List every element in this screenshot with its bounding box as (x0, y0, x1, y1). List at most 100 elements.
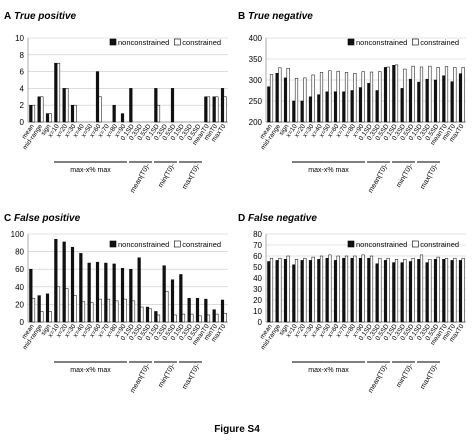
bar-constrained (40, 96, 44, 123)
bar-nonconstrained (375, 263, 379, 323)
bar-nonconstrained (417, 81, 421, 123)
y-tick-label: 30 (253, 285, 262, 294)
group-label: max(T0)- (419, 162, 440, 191)
bar-constrained (336, 70, 340, 123)
bar-constrained (336, 255, 340, 323)
bar-nonconstrained (179, 274, 183, 323)
bar-nonconstrained (145, 306, 150, 323)
bar-constrained (436, 67, 440, 123)
bar-nonconstrained (204, 298, 208, 323)
bar-nonconstrained (87, 262, 91, 323)
bar-nonconstrained (425, 78, 429, 123)
y-tick-label: 100 (11, 230, 25, 239)
bar-nonconstrained (70, 104, 75, 123)
bar-constrained (294, 259, 299, 323)
bar-nonconstrained (120, 113, 125, 123)
bar-constrained (148, 308, 152, 323)
group-label: max(T0)- (181, 162, 202, 191)
bar-constrained (31, 104, 36, 123)
bar-constrained (131, 300, 136, 323)
legend-swatch (411, 38, 419, 46)
y-tick-label: 350 (249, 55, 263, 64)
bar-nonconstrained (267, 261, 271, 323)
bar-nonconstrained (317, 94, 321, 123)
bar-constrained (40, 311, 44, 323)
bar-constrained (65, 88, 69, 123)
bar-constrained (206, 96, 211, 123)
legend-label: constrained (182, 38, 221, 47)
bar-nonconstrained (308, 96, 313, 123)
bar-constrained (361, 254, 365, 323)
bar-constrained (31, 297, 36, 323)
bar-nonconstrained (458, 260, 463, 323)
bar-constrained (56, 286, 61, 323)
bar-constrained (428, 65, 432, 123)
panel-letter: C (4, 213, 11, 224)
bar-nonconstrained (37, 295, 41, 323)
bar-nonconstrained (342, 91, 346, 123)
bar-constrained (206, 314, 211, 323)
bar-constrained (278, 67, 282, 123)
panel-c: C False positive020406080100meanmid-rang… (4, 213, 228, 394)
bar-constrained (81, 301, 86, 323)
group-label: mean(T0)- (367, 362, 390, 394)
y-tick-label: 4 (20, 84, 25, 93)
bar-nonconstrained (325, 91, 329, 123)
bar-nonconstrained (212, 96, 216, 123)
group-label: min(T0)- (157, 362, 177, 389)
panel-letter: B (238, 11, 245, 22)
bar-nonconstrained (367, 83, 371, 123)
y-tick-label: 40 (253, 274, 262, 283)
legend-swatch (347, 38, 355, 46)
bar-nonconstrained (392, 65, 396, 123)
bar-constrained (98, 96, 102, 123)
panel-title: False positive (11, 213, 80, 224)
legend-label: constrained (182, 240, 221, 249)
bar-constrained (223, 96, 227, 123)
bar-constrained (123, 298, 127, 323)
group-label: max-x% max (308, 167, 349, 174)
bar-nonconstrained (45, 113, 50, 123)
bar-constrained (215, 313, 219, 323)
y-tick-label: 50 (253, 263, 262, 272)
bar-nonconstrained (350, 257, 354, 323)
bar-nonconstrained (54, 239, 58, 323)
panel-heading: C False positive (4, 213, 81, 224)
bar-constrained (378, 257, 382, 323)
legend-label: constrained (420, 240, 459, 249)
bar-constrained (56, 62, 61, 123)
panel-letter: D (238, 213, 245, 224)
bar-nonconstrained (400, 262, 404, 323)
bar-nonconstrained (458, 73, 463, 123)
group-label: min(T0)- (395, 162, 415, 189)
bar-nonconstrained (417, 259, 421, 323)
bar-nonconstrained (104, 262, 108, 323)
bar-nonconstrained (433, 79, 438, 123)
bar-constrained (453, 257, 457, 323)
bar-constrained (156, 104, 161, 123)
bar-nonconstrained (425, 262, 429, 323)
bar-nonconstrained (325, 257, 329, 323)
y-tick-label: 8 (20, 51, 25, 60)
bar-nonconstrained (212, 309, 216, 323)
bar-constrained (319, 255, 324, 323)
bar-nonconstrained (112, 263, 116, 323)
y-tick-label: 70 (253, 241, 262, 250)
bar-nonconstrained (342, 257, 346, 323)
bar-nonconstrained (300, 260, 304, 323)
panel-heading: D False negative (238, 213, 317, 224)
group-label: max-x% max (70, 167, 111, 174)
group-label: mean(T0)- (129, 162, 152, 194)
bar-constrained (369, 71, 374, 123)
bar-nonconstrained (367, 257, 371, 323)
y-tick-label: 10 (253, 307, 262, 316)
bar-nonconstrained (383, 67, 388, 123)
bar-constrained (165, 290, 169, 323)
bar-constrained (90, 302, 94, 323)
bar-nonconstrained (29, 268, 33, 323)
panel-b: B True negative200250300350400meanmid-ra… (238, 11, 466, 194)
bar-nonconstrained (29, 104, 33, 123)
bar-constrained (453, 67, 457, 123)
bar-constrained (403, 68, 407, 123)
bar-nonconstrained (162, 265, 166, 323)
